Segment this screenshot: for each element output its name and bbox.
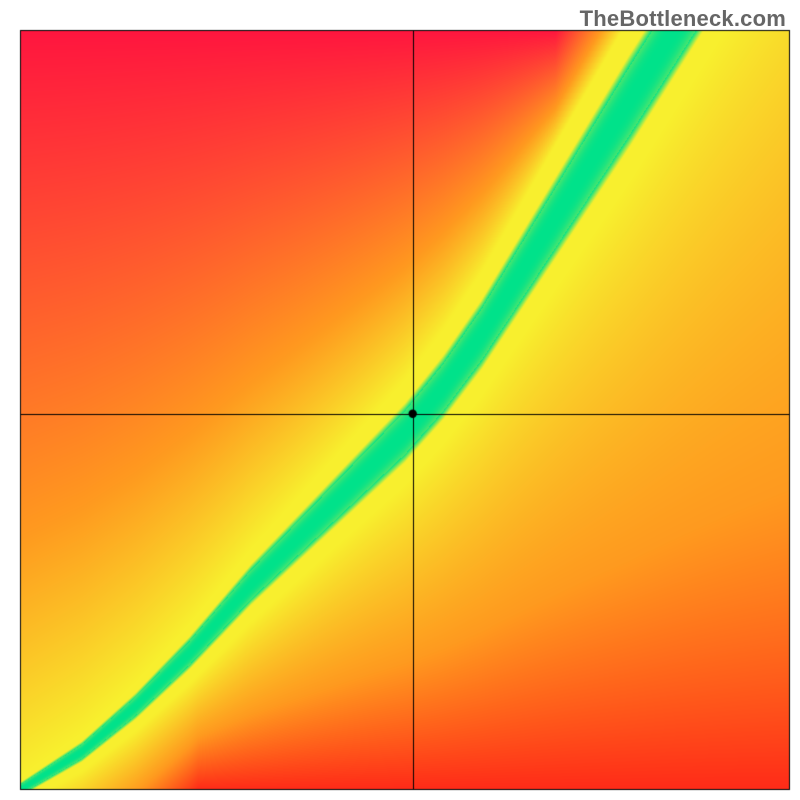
- chart-container: TheBottleneck.com: [0, 0, 800, 800]
- watermark-text: TheBottleneck.com: [580, 6, 786, 32]
- heatmap-canvas: [0, 0, 800, 800]
